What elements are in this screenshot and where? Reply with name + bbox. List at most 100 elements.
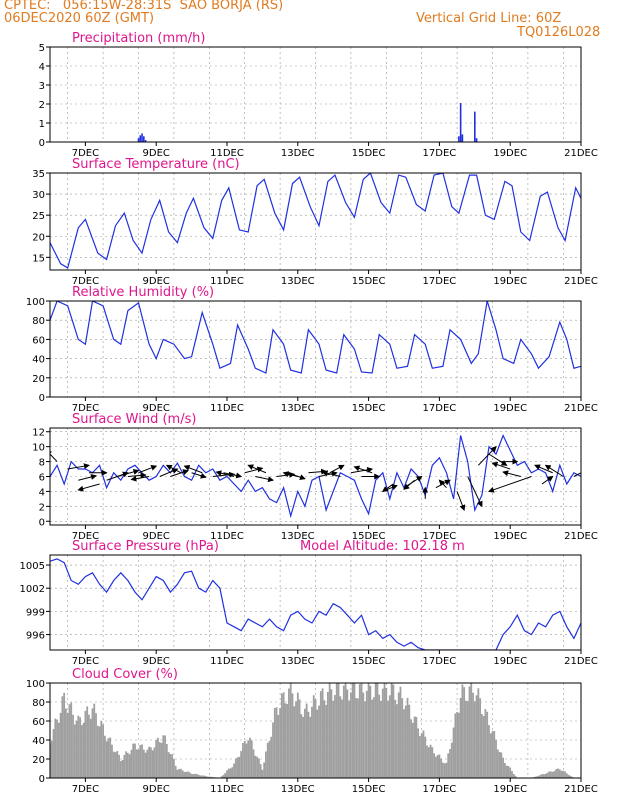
cloud-bar [443, 763, 446, 778]
cloud-bar [456, 711, 458, 778]
cloud-bar [542, 774, 545, 778]
cloud-bar [442, 762, 444, 778]
cloud-bar [210, 776, 212, 778]
cloud-bar [507, 766, 510, 778]
panel-frame [49, 172, 582, 271]
plot-area-wind [50, 433, 581, 519]
cloud-bar [351, 683, 354, 778]
cloud-bar [91, 708, 94, 778]
cloud-bar [429, 744, 432, 778]
cloud-bar [495, 739, 497, 778]
wind-vector [350, 466, 374, 474]
x-tick-label: 9DEC [143, 784, 170, 795]
cloud-bar [512, 773, 515, 778]
cloud-bar [452, 727, 455, 778]
x-tick-label: 11DEC [210, 531, 244, 542]
cloud-bar [282, 692, 285, 778]
cloud-bar [88, 714, 90, 778]
x-tick-label: 19DEC [493, 148, 527, 159]
x-tick-label: 7DEC [72, 403, 99, 414]
cloud-bar [509, 767, 512, 778]
cloud-bar [273, 708, 276, 778]
wind-vector [467, 476, 483, 508]
cloud-bar [496, 749, 499, 778]
cloud-bar [357, 698, 359, 778]
x-tick-label: 15DEC [352, 784, 386, 795]
cloud-bar [116, 751, 119, 778]
cloud-bar [404, 705, 407, 778]
cloud-bar [450, 742, 453, 778]
cloud-bar [199, 775, 202, 778]
cloud-bar [300, 714, 303, 778]
x-tick-label: 21DEC [564, 276, 598, 287]
cloud-bar [355, 698, 358, 778]
cloud-bar [98, 726, 101, 778]
cloud-bar [305, 703, 308, 778]
panel-annotation-pres: Model Altitude: 102.18 m [300, 539, 465, 554]
cloud-bar [167, 752, 170, 778]
cloud-bar [465, 700, 467, 778]
y-tick-label: 6 [39, 473, 45, 484]
wind-vector [491, 461, 511, 470]
cloud-bar [59, 712, 62, 778]
cloud-bar [553, 770, 556, 778]
cloud-bar [296, 692, 299, 778]
y-tick-label: 40 [32, 355, 45, 366]
cloud-bar [176, 769, 179, 778]
wind-vector [403, 479, 415, 490]
cloud-bar [192, 774, 195, 778]
cloud-bar [84, 710, 87, 778]
cloud-bar [350, 692, 352, 778]
cloud-bar [470, 683, 473, 778]
cloud-bar [424, 736, 427, 778]
cloud-bar [196, 773, 198, 778]
plot-area-precip [137, 103, 478, 142]
x-tick-label: 7DEC [72, 531, 99, 542]
y-tick-label: 80 [32, 316, 45, 327]
x-tick-label: 19DEC [493, 784, 527, 795]
cloud-bar [388, 695, 391, 778]
cloud-bar [103, 735, 106, 778]
panel-wind: 0 2 4 6 8 10 12 7DEC 9DEC 11DEC 13DEC 15DEC 17DEC 19D… [32, 412, 598, 542]
y-tick-label: 2 [39, 100, 45, 111]
cloud-bar [229, 768, 232, 778]
cloud-bar [309, 716, 312, 778]
y-tick-label: 20 [32, 374, 45, 385]
cloud-bar [500, 752, 503, 778]
panel-rh: 0 20 40 60 80 100 7DEC 9DEC 11DEC 13DEC 15DEC 17DEC… [26, 285, 598, 414]
cloud-bar [475, 695, 478, 778]
cloud-bar [126, 752, 129, 778]
wind-vector [165, 464, 182, 474]
wind-vector [223, 472, 243, 479]
cloud-bar [188, 772, 191, 778]
cloud-bar [488, 725, 490, 778]
cloud-bar [63, 692, 66, 778]
cloud-bar [121, 759, 124, 778]
cloud-bar [247, 740, 250, 778]
cloud-bar [164, 735, 166, 778]
cloud-bar [461, 684, 464, 778]
cloud-bar [220, 776, 223, 778]
x-tick-label: 19DEC [493, 531, 527, 542]
wind-vector [117, 468, 140, 477]
x-tick-label: 21DEC [564, 784, 598, 795]
wind-vector [255, 476, 274, 483]
rh-series-line [50, 301, 581, 374]
cloud-bar [539, 774, 542, 778]
cloud-bar [109, 737, 112, 778]
cloud-bar [240, 751, 243, 778]
cloud-bar [73, 724, 76, 778]
y-tick-label: 0 [39, 393, 45, 404]
cloud-bar [397, 692, 400, 778]
cloud-bar [180, 768, 182, 778]
cloud-bar [265, 751, 267, 778]
y-tick-label: 60 [32, 717, 45, 728]
cloud-bar [96, 725, 99, 778]
x-tick-label: 11DEC [210, 403, 244, 414]
precip-bar [475, 138, 478, 142]
cloud-bar [254, 755, 257, 778]
cloud-bar [550, 771, 552, 778]
wind-vector [488, 476, 532, 493]
x-tick-label: 13DEC [281, 784, 315, 795]
